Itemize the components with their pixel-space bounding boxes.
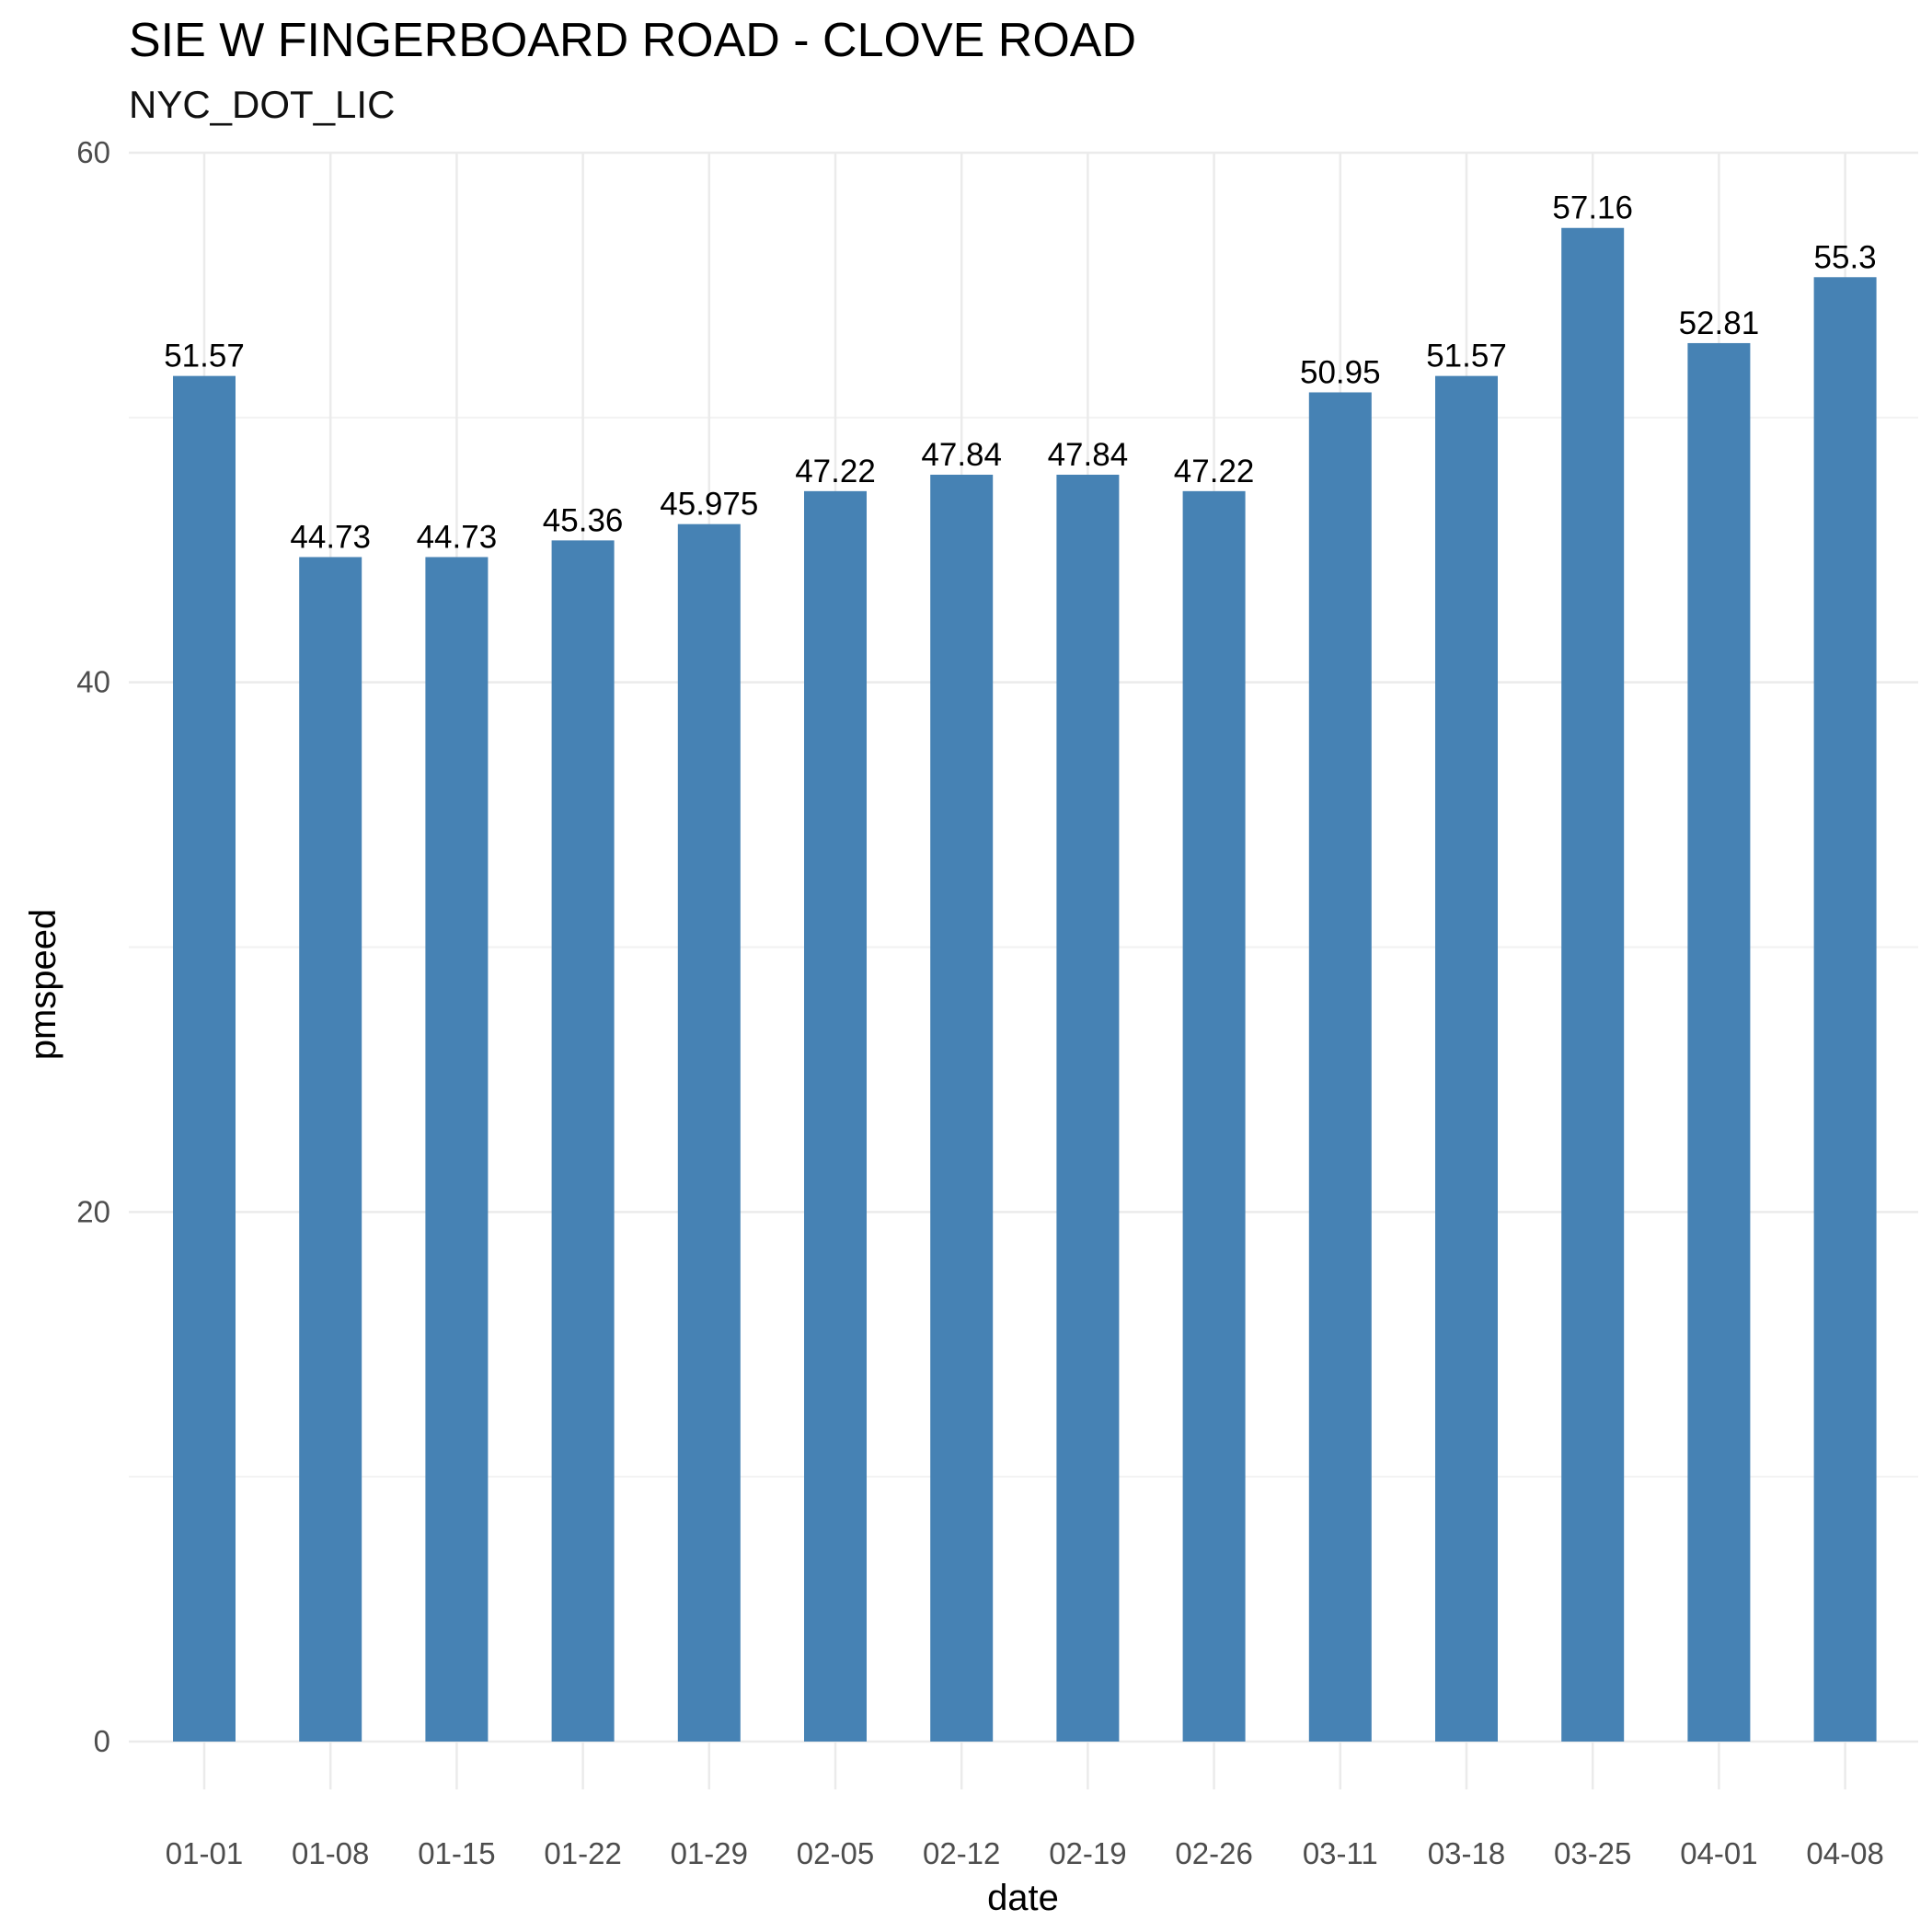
x-tick-label: 01-08: [292, 1836, 369, 1870]
x-axis-ticks: 01-01 01-08 01-15 01-22 01-29 02-05 02-12 02-19…: [166, 1836, 1884, 1870]
data-label: 51.57: [1426, 339, 1507, 374]
x-tick-label: 01-01: [166, 1836, 243, 1870]
y-tick-label: 40: [76, 665, 110, 699]
bar: [1687, 342, 1751, 1742]
data-label: 57.16: [1552, 190, 1633, 226]
x-tick-label: 01-29: [671, 1836, 748, 1870]
grid-lines: [129, 151, 1918, 1789]
data-label: 45.36: [543, 502, 624, 538]
bar: [930, 475, 994, 1742]
x-tick-label: 02-05: [797, 1836, 874, 1870]
x-tick-label: 04-08: [1806, 1836, 1883, 1870]
chart-title: SIE W FINGERBOARD ROAD - CLOVE ROAD: [129, 14, 1137, 67]
x-tick-label: 03-11: [1303, 1836, 1378, 1870]
x-axis-title: date: [987, 1878, 1059, 1918]
data-label: 45.975: [660, 487, 758, 523]
data-label: 50.95: [1300, 354, 1381, 390]
y-axis-ticks: 0 20 40 60: [76, 135, 110, 1758]
x-tick-label: 01-15: [418, 1836, 495, 1870]
data-labels: 51.57 44.73 44.73 45.36 45.975 47.22 47.84 47.8…: [164, 190, 1876, 556]
bar: [1308, 392, 1372, 1742]
bar: [1561, 227, 1625, 1742]
data-label: 52.81: [1679, 305, 1760, 341]
x-tick-label: 02-19: [1049, 1836, 1126, 1870]
data-label: 47.22: [1174, 454, 1255, 489]
x-tick-label: 01-22: [544, 1836, 621, 1870]
y-axis-title: pmspeed: [23, 909, 63, 1061]
bar: [551, 540, 615, 1742]
bar: [677, 523, 741, 1742]
bars: [173, 227, 1877, 1742]
data-label: 44.73: [417, 520, 498, 556]
data-label: 51.57: [164, 339, 245, 374]
bar: [299, 557, 362, 1742]
y-tick-label: 60: [76, 135, 110, 169]
bar: [173, 375, 236, 1742]
data-label: 47.84: [1048, 437, 1129, 473]
x-tick-label: 02-26: [1175, 1836, 1252, 1870]
data-label: 47.22: [795, 454, 876, 489]
x-tick-label: 02-12: [923, 1836, 1000, 1870]
data-label: 47.84: [921, 437, 1002, 473]
x-tick-label: 03-18: [1428, 1836, 1505, 1870]
x-tick-label: 04-01: [1680, 1836, 1757, 1870]
bar: [1435, 375, 1498, 1742]
x-tick-label: 03-25: [1554, 1836, 1631, 1870]
y-tick-label: 0: [94, 1724, 110, 1758]
chart-subtitle: NYC_DOT_LIC: [129, 83, 396, 126]
bar: [804, 490, 867, 1742]
data-label: 44.73: [290, 520, 371, 556]
bar: [1056, 475, 1120, 1742]
bar: [1813, 277, 1877, 1742]
bar: [425, 557, 489, 1742]
y-tick-label: 20: [76, 1194, 110, 1228]
data-label: 55.3: [1814, 239, 1877, 275]
bar: [1182, 490, 1246, 1742]
